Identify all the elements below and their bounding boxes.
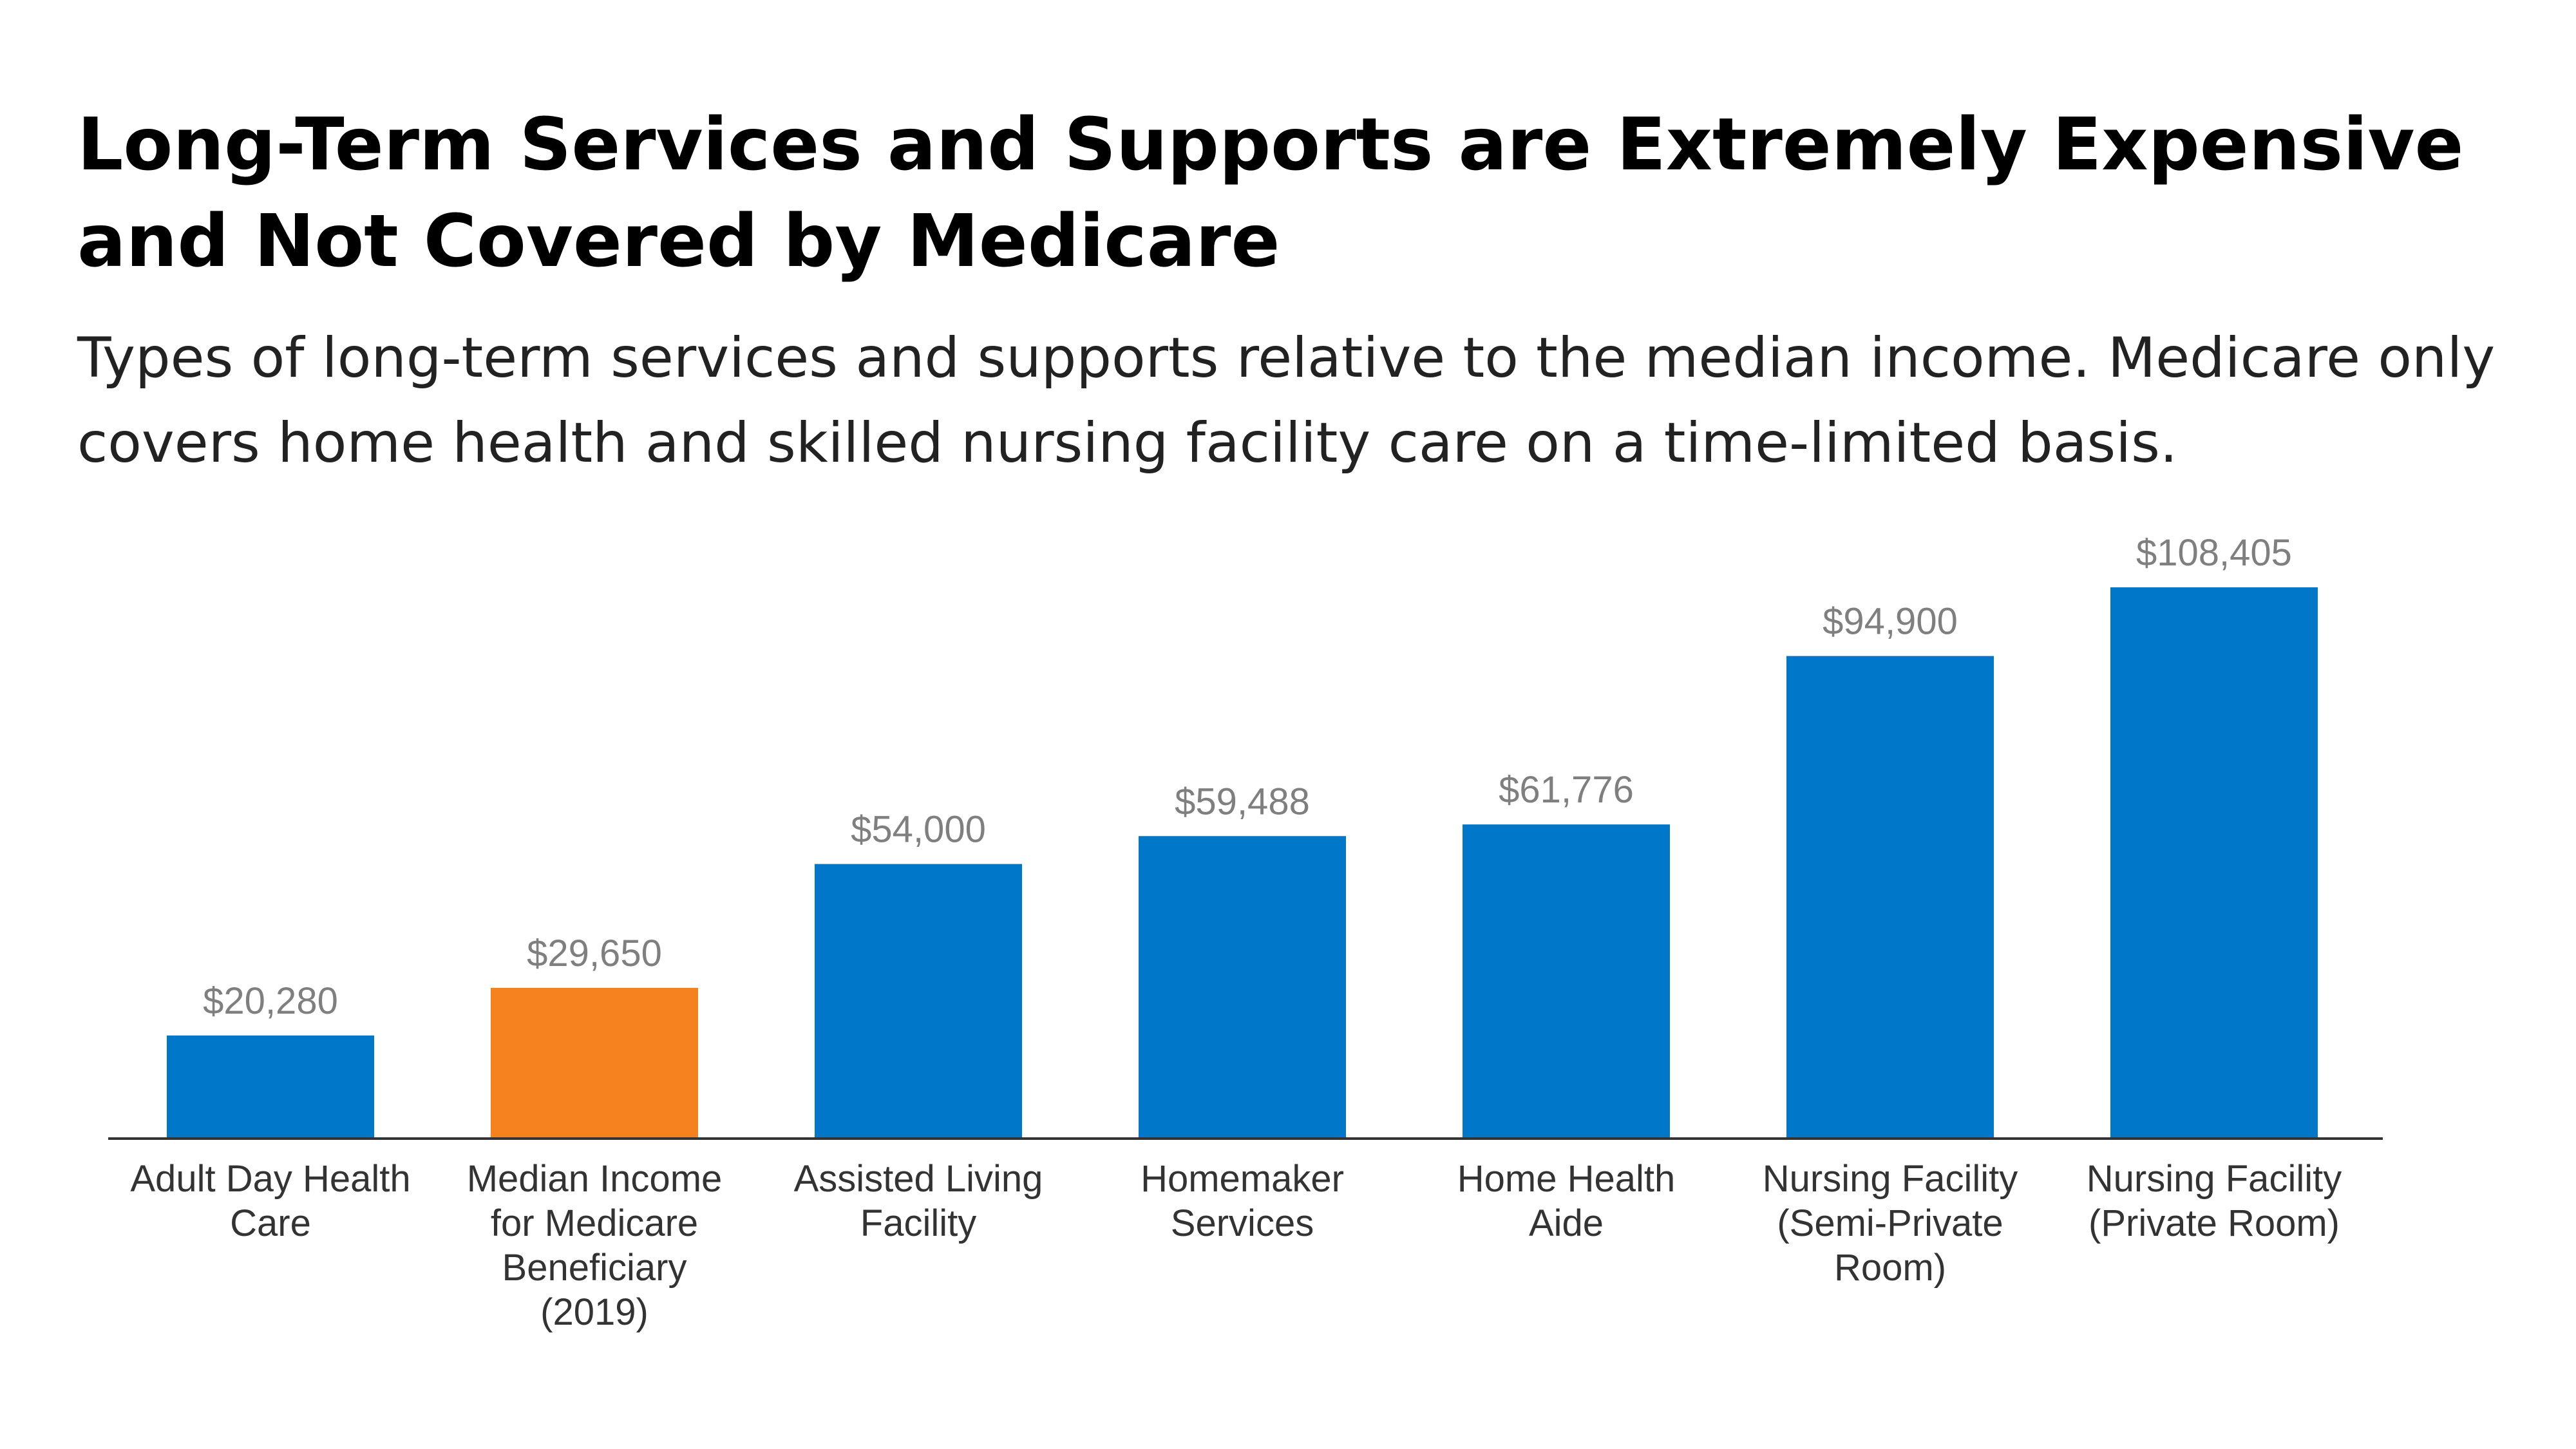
- category-label-line: (Private Room): [2088, 1202, 2340, 1244]
- category-label-line: Home Health: [1457, 1158, 1675, 1200]
- category-label-line: Adult Day Health: [130, 1158, 410, 1200]
- category-label-line: Assisted Living: [794, 1158, 1043, 1200]
- category-label-line: Median Income: [467, 1158, 723, 1200]
- value-label-6: $94,900: [1823, 601, 1958, 643]
- value-label-1: $20,280: [203, 980, 338, 1022]
- category-label-line: Homemaker: [1141, 1158, 1344, 1200]
- bar-3: [815, 864, 1022, 1139]
- chart-title: Long-Term Services and Supports are Extr…: [77, 103, 2464, 283]
- category-label-6: Nursing Facility (Semi-Private Room): [1763, 1158, 2018, 1289]
- category-label-1: Adult Day Health Care: [130, 1158, 410, 1244]
- bar-7: [2110, 587, 2318, 1139]
- bar-2: [491, 987, 698, 1139]
- category-label-line: Beneficiary: [502, 1247, 687, 1289]
- bar-5: [1463, 824, 1670, 1139]
- value-labels-layer: $20,280 $29,650 $54,000 $59,488 $61,776 $94,9…: [203, 532, 2292, 1022]
- value-label-3: $54,000: [851, 809, 986, 851]
- category-label-line: Services: [1171, 1202, 1314, 1244]
- value-label-2: $29,650: [527, 933, 662, 974]
- bar-4: [1139, 836, 1346, 1139]
- category-label-line: (Semi-Private: [1777, 1202, 2003, 1244]
- category-label-line: Care: [230, 1202, 311, 1244]
- category-label-4: Homemaker Services: [1141, 1158, 1344, 1244]
- bar-1: [167, 1035, 374, 1139]
- bar-6: [1786, 656, 1994, 1139]
- chart-subtitle: Types of long-term services and supports…: [77, 326, 2496, 475]
- category-label-2: Median Income for Medicare Beneficiary (201…: [467, 1158, 723, 1333]
- category-label-line: (2019): [540, 1291, 649, 1333]
- category-labels-layer: Adult Day Health Care Median Income for Med…: [130, 1158, 2342, 1333]
- bars-layer: [167, 587, 2318, 1139]
- value-label-4: $59,488: [1175, 781, 1310, 822]
- category-label-line: Room): [1834, 1247, 1946, 1289]
- category-label-line: Facility: [860, 1202, 976, 1244]
- value-label-5: $61,776: [1499, 769, 1634, 811]
- value-label-7: $108,405: [2136, 532, 2292, 574]
- category-label-line: for Medicare: [491, 1202, 698, 1244]
- category-label-3: Assisted Living Facility: [794, 1158, 1043, 1244]
- category-label-5: Home Health Aide: [1457, 1158, 1675, 1244]
- category-label-line: Nursing Facility: [1763, 1158, 2018, 1200]
- category-label-7: Nursing Facility (Private Room): [2087, 1158, 2342, 1244]
- category-label-line: Nursing Facility: [2087, 1158, 2342, 1200]
- category-label-line: Aide: [1529, 1202, 1604, 1244]
